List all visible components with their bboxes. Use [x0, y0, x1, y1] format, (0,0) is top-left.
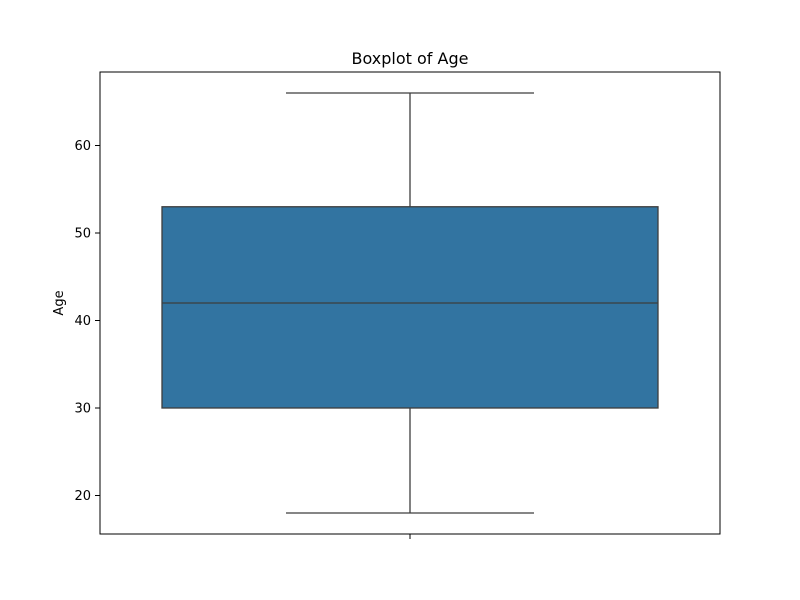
y-axis-label: Age [52, 290, 67, 315]
chart-title: Boxplot of Age [352, 49, 469, 68]
plot-frame [99, 71, 721, 535]
y-tick-label: 20 [74, 489, 91, 504]
y-tick-label: 40 [74, 314, 91, 329]
plot-area: 20 30 40 50 60 [74, 71, 721, 539]
y-tick-label: 60 [74, 139, 91, 154]
y-tick-label: 30 [74, 402, 91, 417]
iqr-box [161, 206, 659, 409]
y-tick-label: 50 [74, 227, 91, 242]
